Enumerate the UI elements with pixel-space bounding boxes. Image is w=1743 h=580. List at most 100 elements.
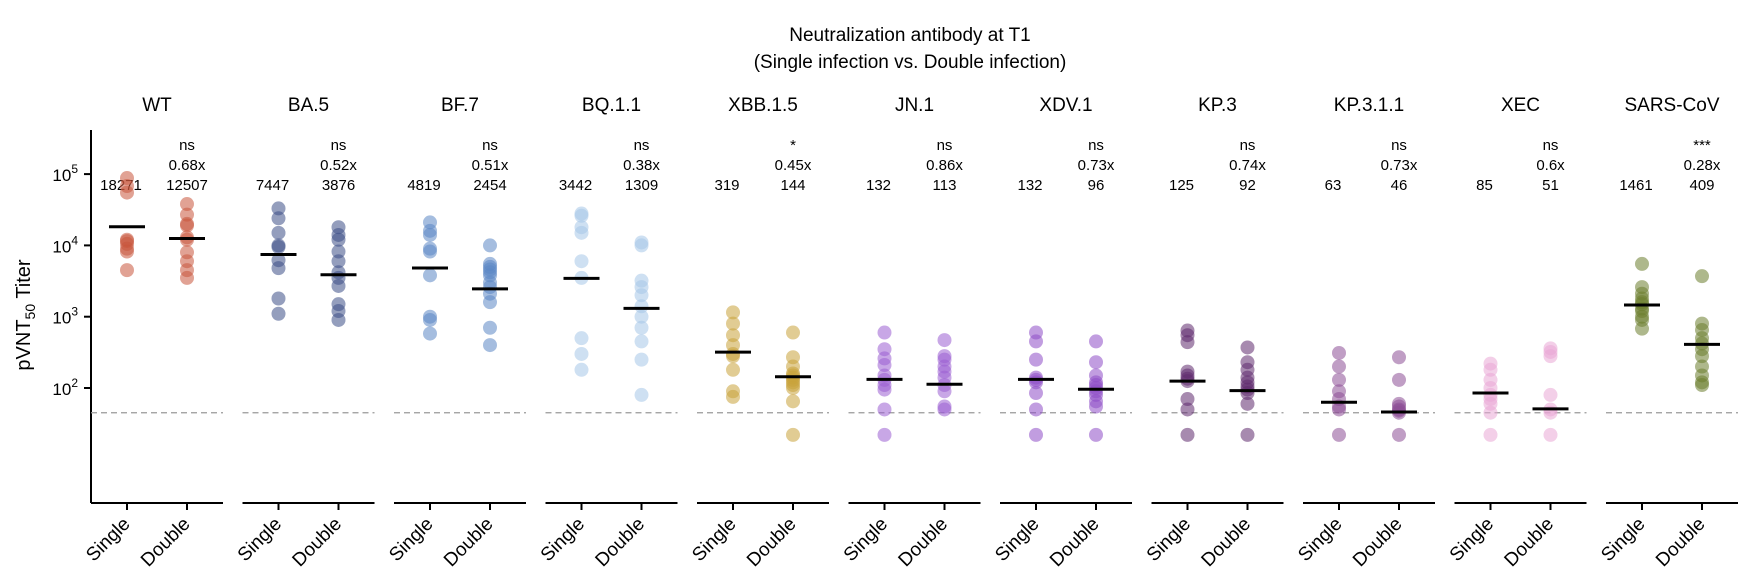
point-single-1	[1332, 359, 1346, 374]
point-single-8	[1483, 427, 1498, 442]
point-double-10	[483, 320, 497, 335]
panel-KP.3.1.1: KP.3.1.1 ns 0.73x 63 46 Single Double	[1294, 95, 1435, 571]
point-single-5	[423, 268, 437, 283]
point-single-7	[271, 291, 286, 306]
point-single-2	[120, 185, 134, 200]
point-single-6	[726, 362, 740, 377]
gmt-double-label: 46	[1391, 177, 1408, 194]
x-tick-label-single: Single	[991, 514, 1043, 566]
gmt-single-label: 319	[714, 177, 739, 194]
point-single-8	[726, 389, 740, 404]
fold-change-label: 0.28x	[1684, 157, 1721, 174]
gmt-double-label: 1309	[625, 177, 658, 194]
panel-BA.5: BA.5 ns 0.52x 7447 3876 Single Double	[234, 95, 375, 571]
y-tick-label-3: 105	[52, 162, 78, 185]
significance-label: *	[790, 137, 796, 154]
point-single-8	[877, 402, 892, 417]
point-double-10	[1089, 427, 1103, 442]
y-tick-label-0: 102	[52, 376, 78, 399]
chart-title: Neutralization antibody at T1	[789, 25, 1031, 46]
panel-title: BQ.1.1	[582, 95, 641, 116]
significance-label: ns	[634, 137, 650, 154]
point-single-6	[271, 261, 286, 276]
point-double-3	[180, 218, 194, 233]
x-tick-label-double: Double	[895, 514, 952, 571]
point-single-4	[574, 254, 589, 269]
x-tick-label-single: Single	[82, 514, 134, 566]
x-tick-label-single: Single	[1294, 514, 1346, 566]
x-tick-label-double: Double	[1046, 514, 1103, 571]
point-single-8	[574, 362, 589, 377]
panel-title: WT	[142, 95, 172, 116]
x-tick-label-double: Double	[1652, 514, 1709, 571]
fold-change-label: 0.51x	[472, 157, 509, 174]
point-single-3	[574, 225, 589, 240]
significance-label: ns	[1240, 137, 1256, 154]
point-single-10	[1635, 321, 1649, 336]
point-double-9	[634, 352, 649, 367]
point-double-2	[331, 232, 346, 247]
point-double-6	[1695, 349, 1709, 364]
point-single-8	[271, 306, 286, 321]
fold-change-label: 0.6x	[1536, 157, 1565, 174]
panel-BQ.1.1: BQ.1.1 ns 0.38x 3442 1309 Single Double	[537, 95, 678, 571]
point-single-1	[1029, 334, 1043, 349]
point-single-4	[423, 244, 437, 259]
x-tick-label-double: Double	[1349, 514, 1406, 571]
point-single-7	[574, 346, 589, 361]
point-single-2	[1332, 372, 1346, 387]
significance-label: ns	[1391, 137, 1407, 154]
point-single-6	[574, 331, 589, 346]
point-single-2	[271, 225, 286, 240]
x-tick-label-double: Double	[1198, 514, 1255, 571]
fold-change-label: 0.45x	[775, 157, 812, 174]
significance-label: ns	[1543, 137, 1559, 154]
gmt-double-label: 92	[1239, 177, 1256, 194]
point-single-1	[1483, 362, 1498, 377]
panel-title: XEC	[1501, 95, 1540, 116]
x-tick-label-double: Double	[440, 514, 497, 571]
point-single-1	[726, 316, 740, 331]
panel-JN.1: JN.1 ns 0.86x 132 113 Single Double	[840, 95, 981, 571]
point-double-6	[1543, 427, 1558, 442]
significance-label: ns	[1088, 137, 1104, 154]
fold-change-label: 0.86x	[926, 157, 963, 174]
panel-title: SARS-CoV	[1624, 95, 1719, 116]
point-single-2	[1029, 352, 1043, 367]
point-double-0	[786, 325, 800, 340]
point-single-0	[877, 325, 892, 340]
point-single-8	[120, 263, 134, 278]
x-tick-label-double: Double	[743, 514, 800, 571]
point-double-0	[483, 238, 497, 253]
point-double-8	[1240, 396, 1255, 411]
x-tick-label-double: Double	[592, 514, 649, 571]
point-double-4	[634, 288, 649, 303]
point-double-9	[786, 381, 800, 395]
point-single-7	[1332, 427, 1346, 442]
point-single-2	[423, 227, 437, 242]
point-single-0	[1635, 256, 1649, 271]
point-single-3	[877, 358, 892, 373]
x-tick-label-single: Single	[385, 514, 437, 566]
point-double-10	[786, 394, 800, 409]
point-single-9	[877, 427, 892, 442]
gmt-double-label: 51	[1542, 177, 1559, 194]
point-double-6	[634, 309, 649, 324]
gmt-double-label: 409	[1689, 177, 1714, 194]
fold-change-label: 0.68x	[169, 157, 206, 174]
point-double-1	[634, 238, 649, 253]
significance-label: ns	[331, 137, 347, 154]
point-single-8	[1029, 427, 1043, 442]
point-single-7	[877, 382, 892, 397]
panel-XEC: XEC ns 0.6x 85 51 Single Double	[1446, 95, 1587, 571]
gmt-single-label: 3442	[559, 177, 592, 194]
x-tick-label-double: Double	[137, 514, 194, 571]
panel-BF.7: BF.7 ns 0.51x 4819 2454 Single Double	[385, 95, 526, 571]
fold-change-label: 0.73x	[1381, 157, 1418, 174]
fold-change-label: 0.74x	[1229, 157, 1266, 174]
point-double-7	[937, 384, 952, 399]
point-double-9	[1240, 427, 1255, 442]
gmt-single-label: 63	[1325, 177, 1342, 194]
